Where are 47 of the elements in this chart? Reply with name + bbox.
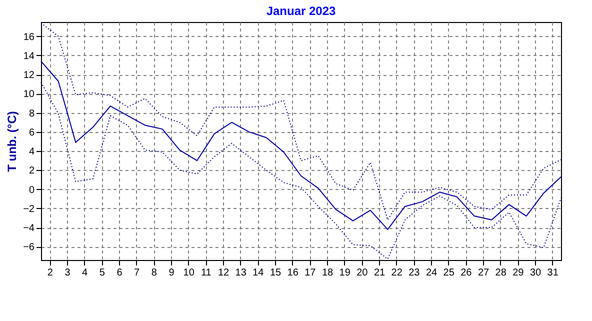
x-tick-label: 19 [339,268,351,278]
x-tick-label: 12 [218,268,230,278]
x-tick-label: 11 [200,268,212,278]
y-tick-label: 8 [28,108,35,120]
line-series [40,82,562,260]
y-tick-label: 16 [23,32,35,43]
x-tick-label: 3 [64,268,71,278]
x-tick-label: 28 [495,268,507,278]
y-tick-label: 4 [28,146,35,158]
line-series [40,60,562,230]
x-tick-label: 5 [99,268,106,278]
x-tick-label: 26 [460,268,472,278]
x-tick-label: 6 [116,268,123,278]
x-tick-label: 17 [304,268,316,278]
x-tick-label: 31 [547,268,559,278]
x-tick-label: 23 [408,268,420,278]
y-tick-label: 12 [23,70,35,82]
y-tick-label: 0 [28,184,35,196]
x-tick-label: 10 [183,268,195,278]
x-tick-label: 25 [443,268,455,278]
x-tick-label: 21 [374,268,386,278]
x-tick-label: 18 [322,268,334,278]
y-tick-label: −6 [23,242,35,254]
x-tick-label: 4 [82,268,88,278]
line-series [40,22,562,220]
x-tick-label: 14 [252,268,264,278]
y-tick-label: 6 [28,127,35,138]
chart-title: Januar 2023 [266,4,336,18]
x-tick-label: 27 [478,268,490,278]
x-tick-label: 7 [134,268,140,278]
x-tick-label: 15 [270,268,282,278]
y-tick-label: 2 [28,166,35,177]
y-axis-title: T unb. (°C) [5,111,20,172]
x-tick-label: 29 [512,268,524,278]
x-tick-label: 2 [47,268,54,278]
y-tick-label: −4 [23,223,35,234]
x-tick-label: 13 [235,268,247,278]
y-tick-label: 14 [23,50,35,62]
x-tick-label: 20 [356,268,368,278]
x-tick-label: 9 [168,268,175,278]
x-tick-label: 22 [391,268,403,278]
x-tick-label: 8 [151,268,158,278]
y-tick-label: 10 [23,89,35,100]
x-tick-label: 24 [426,268,438,278]
y-tick-label: −2 [23,204,35,215]
x-tick-label: 30 [530,268,542,278]
x-tick-label: 16 [287,268,299,278]
